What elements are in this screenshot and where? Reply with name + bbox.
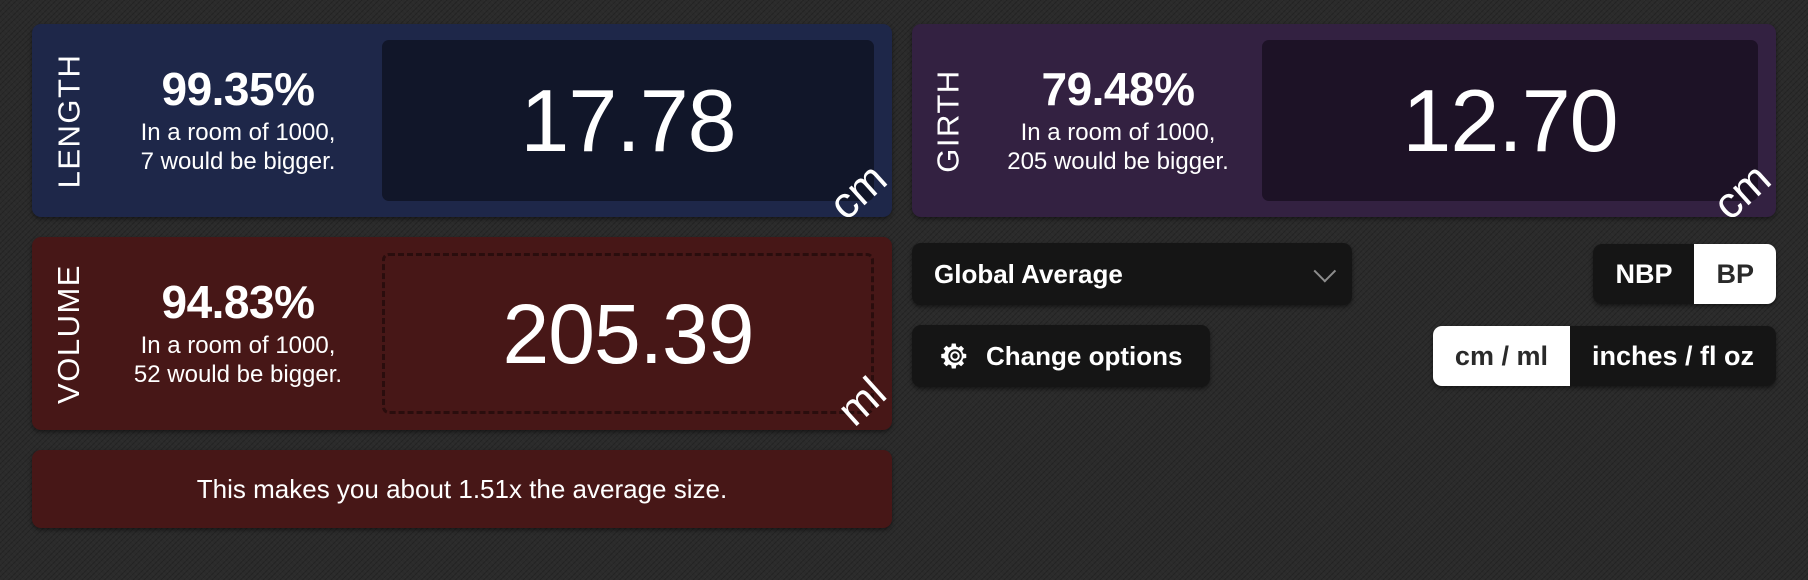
bp-toggle-option-nbp[interactable]: NBP: [1593, 244, 1695, 304]
stat-card-volume-value: 205.39: [502, 286, 755, 381]
stat-card-girth-percentile: 79.48%: [1041, 62, 1195, 115]
units-toggle-group: cm / ml inches / fl oz: [1432, 326, 1776, 386]
stat-card-girth-comparison: In a room of 1000, 205 would be bigger.: [1007, 118, 1229, 177]
left-column: LENGTH 99.35% In a room of 1000, 7 would…: [32, 24, 892, 556]
stat-card-length-percentile-block: 99.35% In a room of 1000, 7 would be big…: [106, 24, 370, 217]
stat-card-girth-unit: cm: [1704, 153, 1776, 217]
stat-card-volume-label-text: VOLUME: [51, 263, 87, 404]
stat-card-length-percentile: 99.35%: [161, 62, 315, 115]
stat-card-girth-value-panel: 12.70 cm: [1262, 40, 1776, 217]
units-toggle-option-metric[interactable]: cm / ml: [1432, 326, 1570, 386]
stat-card-length-unit: cm: [820, 153, 892, 217]
stat-card-volume-percentile: 94.83%: [161, 275, 315, 328]
stat-card-length-label-text: LENGTH: [51, 53, 86, 188]
stat-card-length: LENGTH 99.35% In a room of 1000, 7 would…: [32, 24, 892, 217]
units-toggle-option-imperial[interactable]: inches / fl oz: [1569, 326, 1776, 386]
stat-card-volume-value-panel: 205.39 ml: [382, 253, 892, 430]
average-size-banner: This makes you about 1.51x the average s…: [32, 450, 892, 528]
stat-card-volume-unit: ml: [827, 367, 892, 430]
stat-card-length-value-panel: 17.78 cm: [382, 40, 892, 217]
stat-card-length-comparison: In a room of 1000, 7 would be bigger.: [141, 118, 336, 177]
stat-card-girth-label-text: GIRTH: [931, 68, 967, 173]
change-options-button[interactable]: Change options: [912, 325, 1211, 387]
stat-card-girth: GIRTH 79.48% In a room of 1000, 205 woul…: [912, 24, 1776, 217]
dataset-select-value: Global Average: [934, 258, 1123, 289]
stat-card-volume: VOLUME 94.83% In a room of 1000, 52 woul…: [32, 237, 892, 430]
controls-row-dataset: Global Average NBP BP: [912, 243, 1776, 305]
bp-toggle-group: NBP BP: [1593, 244, 1776, 304]
controls-row-options: Change options cm / ml inches / fl oz: [912, 325, 1776, 387]
change-options-button-label: Change options: [986, 340, 1183, 371]
chevron-down-icon: [1313, 259, 1337, 283]
bp-toggle-option-bp[interactable]: BP: [1694, 244, 1776, 304]
stat-card-length-value: 17.78: [520, 70, 736, 170]
stat-card-girth-value: 12.70: [1402, 70, 1618, 170]
stat-card-volume-comparison-line1: In a room of 1000,: [140, 331, 336, 359]
stat-card-length-comparison-line2: 7 would be bigger.: [140, 148, 336, 176]
dataset-select[interactable]: Global Average: [912, 243, 1352, 305]
stat-card-volume-percentile-block: 94.83% In a room of 1000, 52 would be bi…: [106, 237, 370, 430]
stat-card-volume-comparison-line2: 52 would be bigger.: [133, 361, 343, 389]
stat-card-girth-comparison-line1: In a room of 1000,: [1020, 118, 1216, 146]
stat-card-girth-vertical-label: GIRTH: [912, 24, 986, 217]
stat-card-girth-percentile-block: 79.48% In a room of 1000, 205 would be b…: [986, 24, 1250, 217]
stat-card-volume-vertical-label: VOLUME: [32, 237, 106, 430]
right-column: GIRTH 79.48% In a room of 1000, 205 woul…: [912, 24, 1776, 556]
stat-card-length-vertical-label: LENGTH: [32, 24, 106, 217]
stat-card-length-comparison-line1: In a room of 1000,: [140, 118, 336, 146]
average-size-banner-text: This makes you about 1.51x the average s…: [196, 473, 728, 504]
gear-icon: [941, 343, 967, 369]
stat-card-volume-comparison: In a room of 1000, 52 would be bigger.: [134, 331, 342, 390]
stat-card-girth-comparison-line2: 205 would be bigger.: [1007, 148, 1229, 176]
